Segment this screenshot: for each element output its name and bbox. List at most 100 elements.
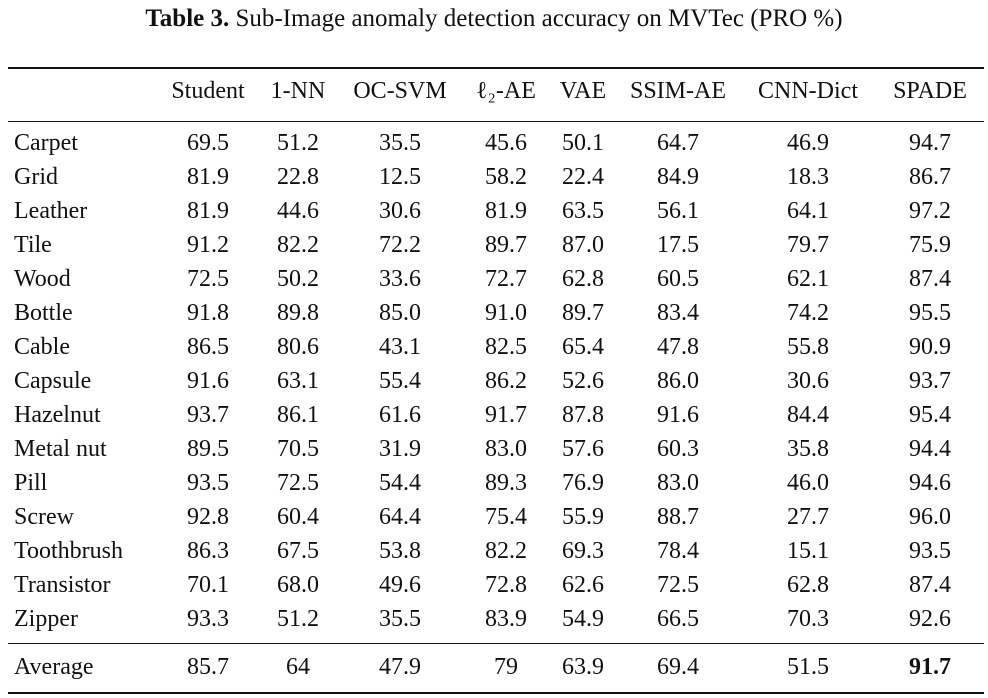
table-cell: 12.5 <box>379 163 421 190</box>
row-label: Carpet <box>14 129 78 156</box>
table-cell: 44.6 <box>277 197 319 224</box>
table-cell: 61.6 <box>379 401 421 428</box>
table-cell: 68.0 <box>277 571 319 598</box>
table-cell: 87.4 <box>909 571 951 598</box>
table-cell: 83.0 <box>485 435 527 462</box>
table-cell: 92.8 <box>187 503 229 530</box>
table-cell: 81.9 <box>187 197 229 224</box>
row-label: Hazelnut <box>14 401 101 428</box>
table-cell: 80.6 <box>277 333 319 360</box>
table-cell: 89.7 <box>562 299 604 326</box>
row-label: Metal nut <box>14 435 107 462</box>
table-row: Transistor 70.1 68.0 49.6 72.8 62.6 72.5 62.8 87… <box>8 568 984 602</box>
row-label: Transistor <box>14 571 111 598</box>
table-cell: 86.3 <box>187 537 229 564</box>
table-caption: Table 3. Sub-Image anomaly detection acc… <box>0 4 988 34</box>
table-cell: 46.9 <box>787 129 829 156</box>
table-cell: 72.5 <box>187 265 229 292</box>
table-row: Pill 93.5 72.5 54.4 89.3 76.9 83.0 46.0 94.6 <box>8 466 984 500</box>
table-cell: 31.9 <box>379 435 421 462</box>
caption-text: Sub-Image anomaly detection accuracy on … <box>235 5 843 32</box>
table-cell: 70.5 <box>277 435 319 462</box>
table-cell: 45.6 <box>485 129 527 156</box>
table-row: Metal nut 89.5 70.5 31.9 83.0 57.6 60.3 35.8 94.… <box>8 432 984 466</box>
table-cell: 79 <box>494 653 518 680</box>
table-cell: 97.2 <box>909 197 951 224</box>
table-cell: 55.9 <box>562 503 604 530</box>
table-cell: 82.5 <box>485 333 527 360</box>
table-cell: 69.3 <box>562 537 604 564</box>
table-cell: 50.1 <box>562 129 604 156</box>
table-cell: 17.5 <box>657 231 699 258</box>
table-cell: 91.7 <box>485 401 527 428</box>
table-cell: 86.2 <box>485 367 527 394</box>
table-cell: 79.7 <box>787 231 829 258</box>
table-cell: 64 <box>286 653 310 680</box>
row-label: Screw <box>14 503 74 530</box>
table-cell: 83.0 <box>657 469 699 496</box>
row-label: Average <box>14 653 94 680</box>
table-cell: 72.5 <box>657 571 699 598</box>
row-label: Cable <box>14 333 70 360</box>
table-cell: 62.8 <box>562 265 604 292</box>
table-cell: 89.8 <box>277 299 319 326</box>
table-cell: 86.0 <box>657 367 699 394</box>
table-cell: 65.4 <box>562 333 604 360</box>
table-cell: 18.3 <box>787 163 829 190</box>
table-cell: 51.5 <box>787 653 829 680</box>
column-header: Student <box>171 77 245 104</box>
results-table: Student 1-NN OC-SVM ℓ₂-AE VAE SSIM-AE CN… <box>8 0 984 684</box>
table-cell: 87.8 <box>562 401 604 428</box>
table-cell: 56.1 <box>657 197 699 224</box>
row-label: Capsule <box>14 367 92 394</box>
table-cell: 47.8 <box>657 333 699 360</box>
table-cell: 64.7 <box>657 129 699 156</box>
table-header-rule <box>8 121 984 122</box>
table-cell: 95.5 <box>909 299 951 326</box>
table-cell: 94.7 <box>909 129 951 156</box>
table-cell: 22.4 <box>562 163 604 190</box>
table-cell: 52.6 <box>562 367 604 394</box>
table-cell: 75.4 <box>485 503 527 530</box>
table-cell: 76.9 <box>562 469 604 496</box>
table-cell: 50.2 <box>277 265 319 292</box>
table-cell: 63.1 <box>277 367 319 394</box>
table-cell: 89.5 <box>187 435 229 462</box>
table-cell: 75.9 <box>909 231 951 258</box>
table-cell: 83.4 <box>657 299 699 326</box>
table-cell: 72.8 <box>485 571 527 598</box>
table-cell: 86.7 <box>909 163 951 190</box>
table-cell: 72.7 <box>485 265 527 292</box>
table-cell: 82.2 <box>277 231 319 258</box>
table-cell: 91.6 <box>187 367 229 394</box>
table-cell: 82.2 <box>485 537 527 564</box>
table-cell: 81.9 <box>187 163 229 190</box>
row-label: Leather <box>14 197 88 224</box>
table-cell: 60.3 <box>657 435 699 462</box>
table-cell: 58.2 <box>485 163 527 190</box>
table-cell: 69.4 <box>657 653 699 680</box>
table-cell: 91.2 <box>187 231 229 258</box>
table-cell: 92.6 <box>909 605 951 632</box>
column-header: VAE <box>559 77 607 104</box>
table-cell: 93.5 <box>909 537 951 564</box>
average-row: Average 85.7 64 47.9 79 63.9 69.4 51.5 9… <box>8 650 984 684</box>
table-cell: 93.7 <box>187 401 229 428</box>
table-cell: 51.2 <box>277 605 319 632</box>
caption-label: Table 3. <box>145 5 230 32</box>
table-cell: 51.2 <box>277 129 319 156</box>
table-cell: 72.5 <box>277 469 319 496</box>
table-cell: 57.6 <box>562 435 604 462</box>
table-cell: 89.7 <box>485 231 527 258</box>
table-cell: 84.9 <box>657 163 699 190</box>
table-cell: 27.7 <box>787 503 829 530</box>
table-cell: 86.1 <box>277 401 319 428</box>
table-cell: 67.5 <box>277 537 319 564</box>
table-cell: 64.1 <box>787 197 829 224</box>
table-cell: 47.9 <box>379 653 421 680</box>
row-label: Tile <box>14 231 52 258</box>
header-row: Student 1-NN OC-SVM ℓ₂-AE VAE SSIM-AE CN… <box>8 74 984 108</box>
table-average-rule <box>8 643 984 644</box>
table-cell: 62.1 <box>787 265 829 292</box>
table-cell: 60.5 <box>657 265 699 292</box>
